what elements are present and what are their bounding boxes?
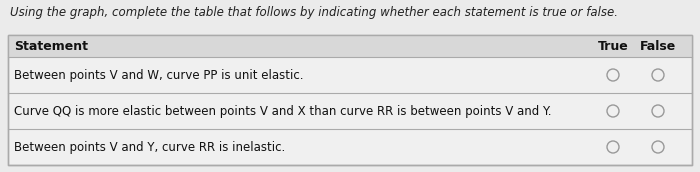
- Text: Curve QQ is more elastic between points V and X than curve RR is between points : Curve QQ is more elastic between points …: [14, 105, 552, 117]
- Text: True: True: [598, 40, 629, 52]
- Text: Using the graph, complete the table that follows by indicating whether each stat: Using the graph, complete the table that…: [10, 6, 618, 19]
- Text: False: False: [640, 40, 676, 52]
- Text: Between points V and Y, curve RR is inelastic.: Between points V and Y, curve RR is inel…: [14, 141, 286, 153]
- Bar: [8, 35, 692, 165]
- Text: Between points V and W, curve PP is unit elastic.: Between points V and W, curve PP is unit…: [14, 68, 304, 82]
- Bar: [8, 35, 692, 165]
- Bar: [8, 35, 692, 57]
- Text: Statement: Statement: [14, 40, 88, 52]
